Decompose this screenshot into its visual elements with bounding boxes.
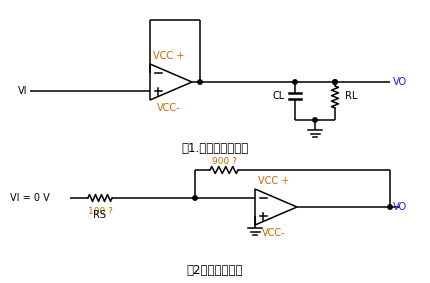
Circle shape — [293, 80, 297, 84]
Circle shape — [333, 80, 337, 84]
Text: 100 ?: 100 ? — [88, 207, 112, 216]
Text: 900 ?: 900 ? — [212, 157, 237, 166]
Text: 图2噪声测试电路: 图2噪声测试电路 — [187, 263, 243, 276]
Text: VCC +: VCC + — [153, 51, 184, 61]
Circle shape — [313, 118, 317, 122]
Text: VCC-: VCC- — [262, 228, 286, 238]
Text: RS: RS — [93, 210, 107, 220]
Text: RL: RL — [345, 91, 357, 101]
Text: VCC-: VCC- — [157, 103, 181, 113]
Text: VO: VO — [393, 77, 407, 87]
Text: VI: VI — [18, 86, 28, 96]
Text: VI = 0 V: VI = 0 V — [10, 193, 50, 203]
Text: 图1.单位增益放大器: 图1.单位增益放大器 — [181, 142, 249, 155]
Circle shape — [388, 205, 392, 209]
Circle shape — [198, 80, 202, 84]
Text: VO: VO — [393, 202, 407, 212]
Text: CL: CL — [273, 91, 285, 101]
Text: VCC +: VCC + — [258, 176, 289, 186]
Circle shape — [333, 80, 337, 84]
Circle shape — [193, 196, 197, 200]
